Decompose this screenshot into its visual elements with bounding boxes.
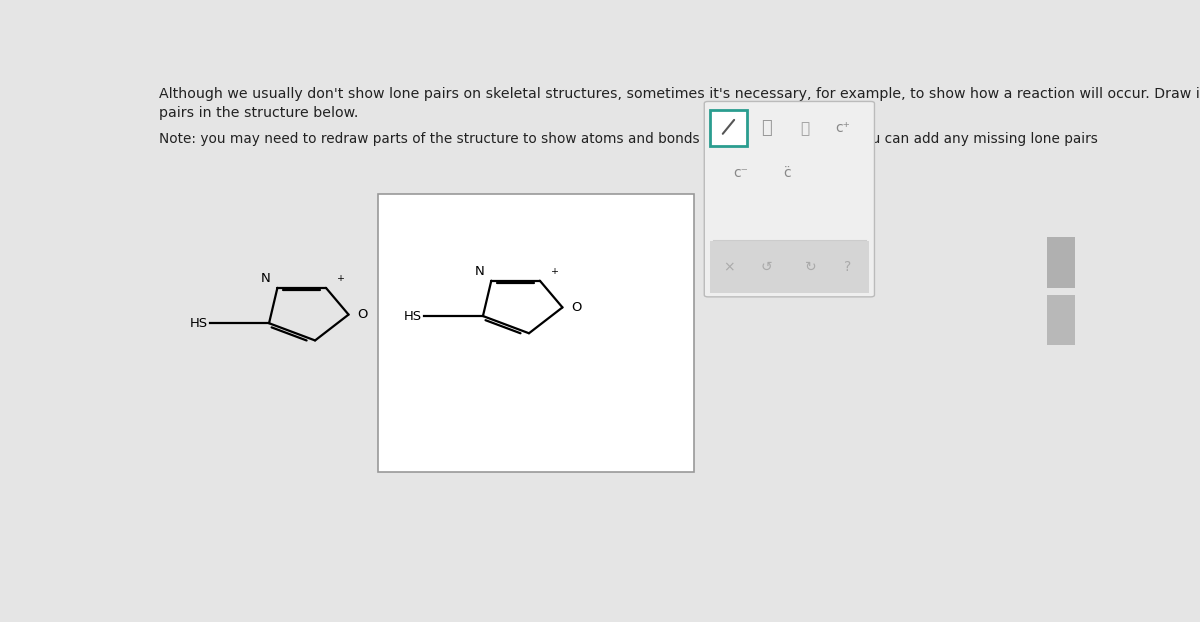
Text: +: + [551, 266, 559, 276]
Text: Note: you may need to redraw parts of the structure to show atoms and bonds with: Note: you may need to redraw parts of th… [160, 132, 1098, 146]
Text: N: N [260, 272, 271, 285]
Text: +: + [337, 274, 344, 282]
Text: c̈: c̈ [784, 166, 791, 180]
FancyBboxPatch shape [704, 101, 875, 297]
Text: Although we usually don't show lone pairs on skeletal structures, sometimes it's: Although we usually don't show lone pair… [160, 86, 1200, 101]
Text: ⬧: ⬧ [761, 119, 772, 137]
Text: O: O [356, 308, 367, 321]
Text: ?: ? [844, 260, 851, 274]
Text: ↺: ↺ [761, 260, 773, 274]
Text: HS: HS [190, 317, 208, 330]
Bar [378, 194, 694, 472]
Text: c⁻: c⁻ [733, 166, 748, 180]
Text: c⁺: c⁺ [835, 121, 851, 135]
Text: O: O [571, 301, 581, 314]
Text: pairs in the structure below.: pairs in the structure below. [160, 106, 359, 120]
Text: N: N [475, 265, 485, 278]
Text: HS: HS [403, 310, 422, 323]
Bar [1048, 238, 1075, 288]
Text: ↻: ↻ [804, 260, 816, 274]
Text: ×: × [722, 260, 734, 274]
Bar [1048, 295, 1075, 345]
FancyBboxPatch shape [710, 110, 748, 146]
Text: ✋: ✋ [800, 121, 809, 136]
Bar [710, 241, 869, 293]
